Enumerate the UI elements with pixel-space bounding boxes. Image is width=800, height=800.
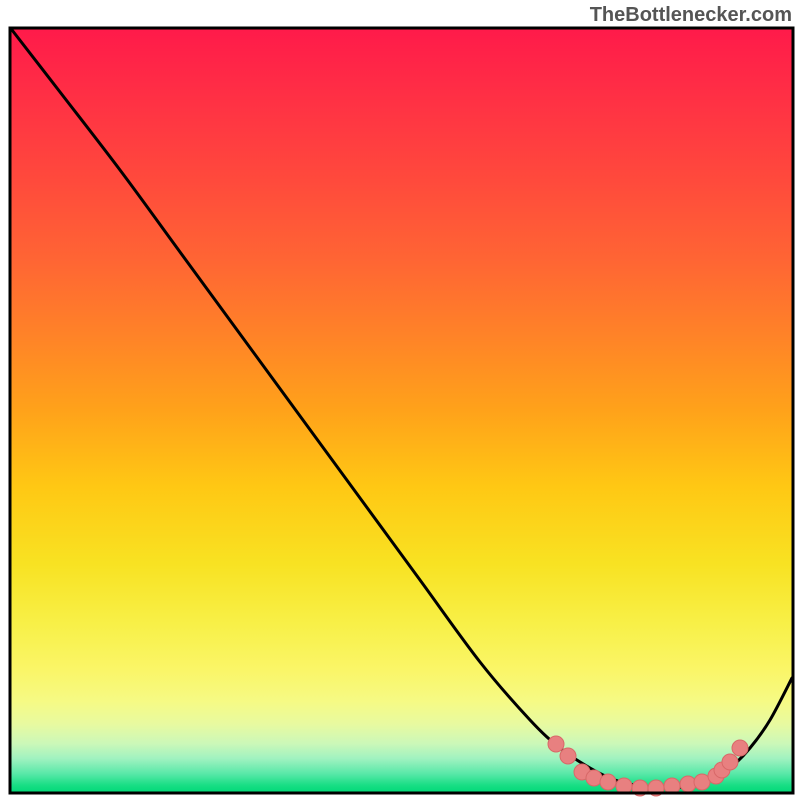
data-marker (586, 770, 602, 786)
data-marker (680, 776, 696, 792)
chart-container: TheBottlenecker.com (0, 0, 800, 800)
watermark-text: TheBottlenecker.com (590, 4, 792, 27)
data-marker (560, 748, 576, 764)
bottleneck-chart (0, 0, 800, 800)
plot-background (10, 28, 793, 793)
data-marker (732, 740, 748, 756)
data-marker (600, 774, 616, 790)
data-marker (548, 736, 564, 752)
data-marker (722, 754, 738, 770)
